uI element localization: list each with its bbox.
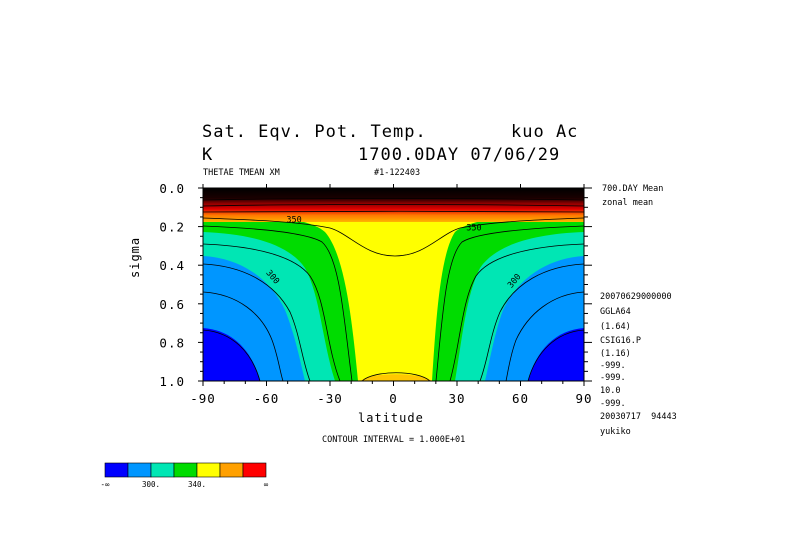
metadata-line: 10.0 bbox=[600, 386, 621, 396]
metadata-line: (1.16) bbox=[600, 349, 631, 359]
time-label: 1700.0DAY 07/06/29 bbox=[358, 145, 561, 165]
axes: -90 -60 -30 0 30 60 90 0.0 0.2 0.4 0.6 0.8 1.0 350 350… bbox=[159, 181, 592, 406]
colorbar-swatch bbox=[127, 462, 152, 478]
colorbar-swatch bbox=[242, 462, 267, 478]
colorbar-swatch bbox=[150, 462, 175, 478]
average-period: 700.DAY Mean bbox=[602, 184, 664, 194]
x-tick-label: 30 bbox=[448, 391, 465, 406]
y-tick-label: 0.0 bbox=[159, 181, 185, 196]
y-axis-title: sigma bbox=[128, 236, 142, 278]
colorbar-swatch bbox=[104, 462, 129, 478]
chart-title: Sat. Eqv. Pot. Temp. bbox=[202, 122, 427, 142]
metadata-line: yukiko bbox=[600, 427, 631, 437]
metadata-line: (1.64) bbox=[600, 322, 631, 332]
average-type: zonal mean bbox=[602, 198, 654, 208]
metadata-line: CSIG16.P bbox=[600, 336, 641, 346]
y-tick-label: 0.4 bbox=[159, 258, 185, 273]
x-tick-label: 90 bbox=[575, 391, 592, 406]
x-tick-label: -60 bbox=[254, 391, 280, 406]
colorbar: -∞ 300. 340. ∞ bbox=[100, 462, 269, 489]
colorbar-label: -∞ bbox=[100, 480, 110, 489]
colorbar-label: 340. bbox=[188, 480, 206, 489]
metadata-line: GGLA64 bbox=[600, 307, 631, 317]
metadata-line: -999. bbox=[600, 399, 626, 409]
x-tick-label: 60 bbox=[512, 391, 529, 406]
metadata-line: 20030717 94443 bbox=[600, 412, 677, 422]
metadata-line: -999. bbox=[600, 373, 626, 383]
colorbar-swatch bbox=[196, 462, 221, 478]
colorbar-label: ∞ bbox=[264, 480, 269, 489]
colorbar-swatch bbox=[219, 462, 244, 478]
units-label: K bbox=[202, 145, 214, 165]
y-tick-label: 0.2 bbox=[159, 220, 185, 235]
contour-label: 350 bbox=[466, 223, 481, 233]
x-tick-label: -30 bbox=[317, 391, 343, 406]
x-tick-label: 0 bbox=[389, 391, 398, 406]
metadata-line: -999. bbox=[600, 361, 626, 371]
colorbar-swatch bbox=[173, 462, 198, 478]
contour-label: 350 bbox=[286, 216, 301, 226]
metadata-line: 20070629000000 bbox=[600, 292, 672, 302]
x-axis-title: latitude bbox=[358, 411, 424, 425]
y-tick-label: 0.8 bbox=[159, 335, 185, 350]
run-id: #1-122403 bbox=[374, 168, 421, 178]
y-tick-label: 1.0 bbox=[159, 374, 185, 389]
y-tick-label: 0.6 bbox=[159, 297, 185, 312]
contour-fill bbox=[203, 188, 584, 381]
x-tick-label: -90 bbox=[190, 391, 216, 406]
experiment-name: kuo Ac bbox=[511, 122, 579, 142]
colorbar-label: 300. bbox=[142, 480, 160, 489]
variable-name: THETAE TMEAN XM bbox=[203, 168, 280, 178]
contour-interval: CONTOUR INTERVAL = 1.000E+01 bbox=[322, 435, 466, 445]
